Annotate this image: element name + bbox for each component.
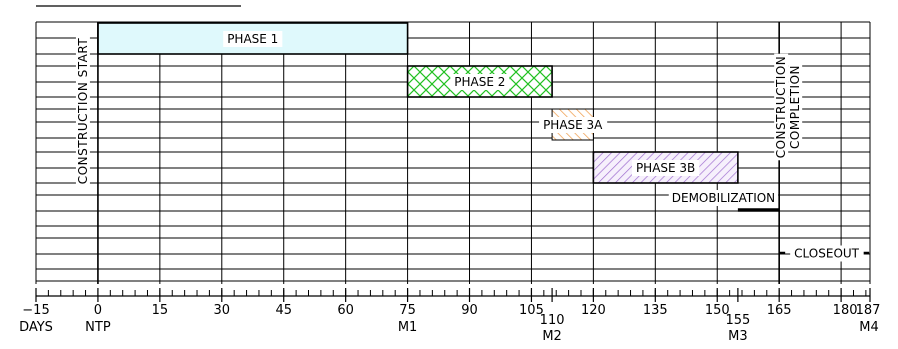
tick-label: 180 <box>833 303 858 318</box>
milestone-label: M1 <box>398 320 418 335</box>
bar-phase-2 <box>406 65 553 98</box>
tick-label: 120 <box>581 303 606 318</box>
milestone-label: M4 <box>859 320 879 335</box>
tick-label: 165 <box>767 303 792 318</box>
tick-label: 155 <box>725 313 750 328</box>
tick-label: 45 <box>275 303 292 318</box>
marker-label-bg <box>774 53 789 161</box>
tick-label: 75 <box>399 303 416 318</box>
bar-label-bg <box>539 117 608 133</box>
grid <box>35 21 871 284</box>
bar-label-bg <box>631 160 700 176</box>
bar-label-phase-3b: PHASE 3B <box>636 161 695 175</box>
tick-label: −15 <box>22 303 49 318</box>
marker-label-bg <box>788 63 803 151</box>
marker-label: CONSTRUCTION START <box>76 38 90 185</box>
milestone-label: M3 <box>728 329 748 344</box>
vertical-markers: CONSTRUCTION START CONSTRUCTION COMPLETION <box>75 22 803 284</box>
task-bars: PHASE 1 PHASE 2 PHASE 3A PHASE 3B DEMOBILIZA… <box>97 22 870 262</box>
tick-label: 90 <box>461 303 478 318</box>
bar-label-closeout: CLOSEOUT <box>794 247 860 261</box>
tick-label: 135 <box>643 303 668 318</box>
marker-label: COMPLETION <box>788 65 802 149</box>
axis-unit-label: DAYS <box>19 320 53 335</box>
marker-label: CONSTRUCTION <box>774 56 788 159</box>
tick-label: 110 <box>540 313 565 328</box>
bar-label-demobilization: DEMOBILIZATION <box>672 191 775 205</box>
tick-label: 15 <box>152 303 169 318</box>
tick-label: 187 <box>856 303 881 318</box>
bar-label-bg <box>668 190 779 206</box>
bar-label-bg <box>223 31 283 47</box>
milestone-label: M2 <box>542 329 562 344</box>
marker-label-bg <box>75 35 90 187</box>
bar-label-bg <box>450 74 510 90</box>
bar-label-bg <box>790 245 864 262</box>
bar-label-phase-2: PHASE 2 <box>454 75 505 89</box>
tick-label: 30 <box>214 303 231 318</box>
tick-label: 0 <box>94 303 102 318</box>
tick-label: 150 <box>705 303 730 318</box>
bar-label-phase-1: PHASE 1 <box>227 32 278 46</box>
milestone-label: NTP <box>85 320 111 335</box>
bar-label-phase-3a: PHASE 3A <box>543 118 603 132</box>
tick-label: 105 <box>519 303 544 318</box>
tick-label: 60 <box>337 303 354 318</box>
